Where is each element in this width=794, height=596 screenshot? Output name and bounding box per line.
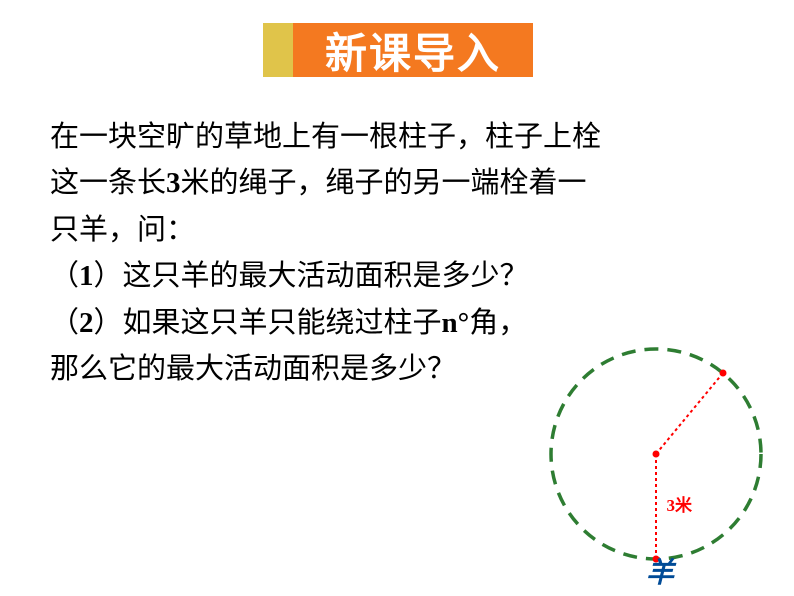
text-line-3: 只羊，问： — [50, 207, 750, 253]
q1c: ）这只羊的最大活动面积是多少？ — [94, 260, 529, 292]
top-dot — [720, 370, 727, 377]
q2a: （ — [50, 307, 79, 339]
line3: 只羊，问： — [50, 214, 195, 246]
q1b: 1 — [79, 260, 94, 292]
q1a: （ — [50, 260, 79, 292]
q2e: 角， — [469, 307, 527, 339]
text-line-2: 这一条长3米的绳子，绳子的另一端栓着一 — [50, 160, 750, 206]
sheep-label: 羊 — [646, 551, 674, 591]
text-line-1: 在一块空旷的草地上有一根柱子，柱子上栓 — [50, 114, 750, 160]
center-dot — [653, 451, 660, 458]
title-bar: 新课导入 — [263, 23, 533, 77]
radius-line-1 — [656, 373, 723, 454]
line2a: 这一条长 — [50, 167, 166, 199]
title-main: 新课导入 — [293, 23, 533, 77]
q2b: 2 — [79, 307, 94, 339]
line1: 在一块空旷的草地上有一根柱子，柱子上栓 — [50, 121, 601, 153]
line2b: 3 — [166, 167, 181, 199]
question-1: （1）这只羊的最大活动面积是多少？ — [50, 253, 750, 299]
diagram-svg — [536, 346, 776, 586]
slide: { "title": { "text": "新课导入", "accent_col… — [0, 0, 794, 596]
circle-diagram — [536, 346, 776, 586]
title-accent — [263, 23, 293, 77]
q2c: ）如果这只羊只能绕过柱子 — [94, 307, 442, 339]
q2d: n° — [442, 307, 470, 339]
question-2: （2）如果这只羊只能绕过柱子n°角， — [50, 300, 750, 346]
line2c: 米的绳子，绳子的另一端栓着一 — [181, 167, 587, 199]
q3: 那么它的最大活动面积是多少？ — [50, 353, 456, 385]
radius-label: 3米 — [667, 491, 693, 516]
title-text: 新课导入 — [325, 20, 501, 81]
